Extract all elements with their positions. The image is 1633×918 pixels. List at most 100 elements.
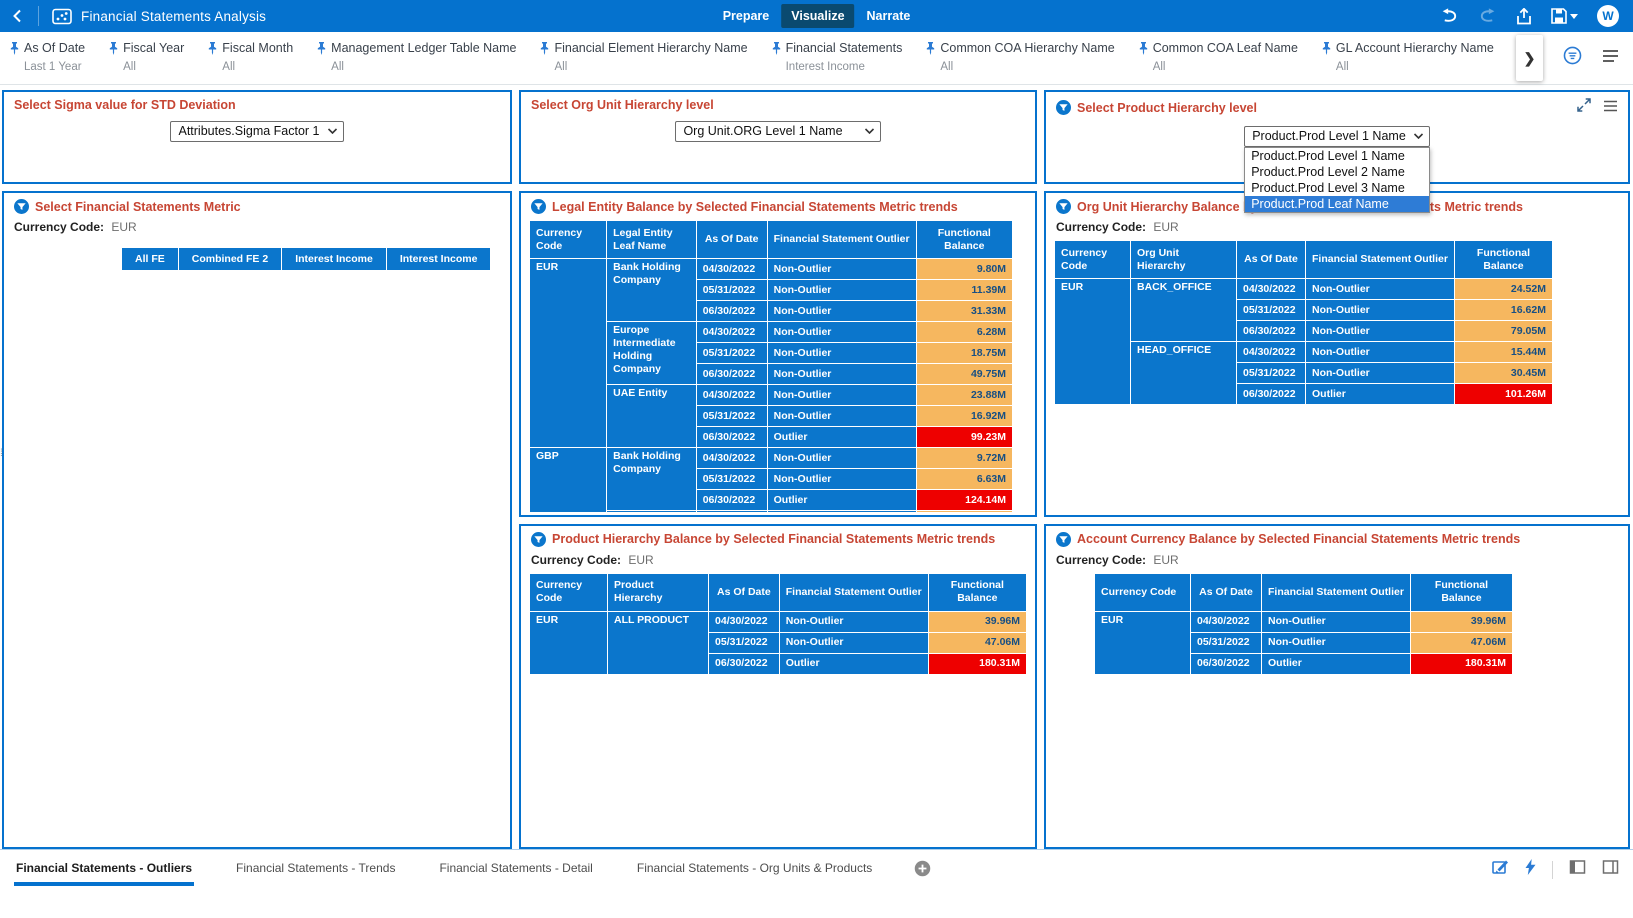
table-cell[interactable]: 05/31/2022 — [695, 405, 768, 427]
table-cell[interactable]: Non-Outlier — [766, 510, 917, 512]
table-cell[interactable]: 04/30/2022 — [695, 510, 768, 512]
layout-left-panel-icon[interactable] — [1569, 859, 1586, 880]
table-cell[interactable]: 24.52M — [1453, 278, 1553, 300]
table-cell[interactable]: 06/30/2022 — [695, 363, 768, 385]
column-header[interactable]: Org Unit Hierarchy — [1130, 240, 1237, 279]
table-cell[interactable]: Non-Outlier — [766, 300, 917, 322]
dropdown-option[interactable]: Product.Prod Level 3 Name — [1251, 181, 1405, 195]
table-cell[interactable]: 06/30/2022 — [1236, 320, 1306, 342]
table-cell[interactable]: Non-Outlier — [766, 405, 917, 427]
table-cell[interactable]: 05/31/2022 — [1236, 299, 1306, 321]
table-cell[interactable]: 180.31M — [927, 652, 1027, 675]
table-cell[interactable]: 05/31/2022 — [695, 279, 768, 301]
table-cell[interactable]: 79.05M — [1453, 320, 1553, 342]
table-cell[interactable]: 05/31/2022 — [1190, 631, 1262, 654]
filter-overflow-expander[interactable]: ❯ — [1516, 35, 1543, 81]
dropdown-option[interactable]: Product.Prod Level 2 Name — [1251, 165, 1405, 179]
tab-narrate[interactable]: Narrate — [866, 9, 911, 23]
table-cell[interactable]: 124.14M — [915, 489, 1013, 511]
table-cell[interactable]: UAE Entity — [606, 384, 697, 448]
table-cell[interactable]: BACK_OFFICE — [1130, 278, 1237, 342]
table-cell[interactable]: 16.92M — [915, 405, 1013, 427]
table-cell[interactable]: 04/30/2022 — [695, 258, 768, 280]
table-cell[interactable]: Non-Outlier — [778, 610, 929, 633]
table-cell[interactable]: 04/30/2022 — [1236, 341, 1306, 363]
column-header[interactable]: Financial Statement Outlier — [766, 220, 917, 259]
table-cell[interactable]: 06/30/2022 — [695, 489, 768, 511]
table-cell[interactable]: Europe — [606, 510, 697, 512]
table-cell[interactable]: Non-Outlier — [766, 321, 917, 343]
canvas-tab-detail[interactable]: Financial Statements - Detail — [439, 861, 593, 875]
table-cell[interactable]: 9.72M — [915, 447, 1013, 469]
filter-item-gl-account-hierarchy-name[interactable]: GL Account Hierarchy Name All — [1322, 32, 1494, 84]
table-cell[interactable]: Non-Outlier — [1305, 362, 1455, 384]
table-cell[interactable]: 06/30/2022 — [1190, 652, 1262, 675]
column-header[interactable]: Financial Statement Outlier — [1261, 572, 1411, 612]
table-cell[interactable]: 6.63M — [915, 468, 1013, 490]
redo-icon[interactable] — [1478, 8, 1497, 24]
filter-item-fiscal-month[interactable]: Fiscal Month All — [208, 32, 293, 84]
column-header[interactable]: Currency Code — [529, 220, 608, 259]
column-header[interactable]: Functional Balance — [1409, 572, 1513, 612]
table-cell[interactable]: 30.45M — [1453, 362, 1553, 384]
auto-apply-bolt-icon[interactable] — [1525, 859, 1536, 880]
back-icon[interactable] — [10, 8, 25, 24]
filter-item-as-of-date[interactable]: As Of Date Last 1 Year — [10, 32, 85, 84]
column-header[interactable]: Product Hierarchy — [606, 572, 710, 612]
metric-button[interactable]: Interest Income — [386, 248, 491, 270]
table-cell[interactable]: 180.31M — [1409, 652, 1513, 675]
column-header[interactable]: Financial Statement Outlier — [778, 572, 929, 612]
table-cell[interactable]: 31.33M — [915, 300, 1013, 322]
table-cell[interactable]: Non-Outlier — [766, 279, 917, 301]
table-cell[interactable]: 39.96M — [1409, 610, 1513, 633]
table-cell[interactable]: Bank Holding Company — [606, 258, 697, 322]
table-cell[interactable]: Non-Outlier — [778, 631, 929, 654]
table-cell[interactable]: HEAD_OFFICE — [1130, 341, 1237, 405]
undo-icon[interactable] — [1440, 8, 1459, 24]
table-cell[interactable]: 05/31/2022 — [708, 631, 780, 654]
table-cell[interactable]: 04/30/2022 — [1236, 278, 1306, 300]
tab-visualize[interactable]: Visualize — [781, 4, 855, 28]
layout-right-panel-icon[interactable] — [1602, 859, 1619, 880]
column-header[interactable]: As Of Date — [1236, 240, 1306, 279]
table-cell[interactable]: Non-Outlier — [1305, 320, 1455, 342]
metric-button[interactable]: All FE — [122, 248, 179, 270]
table-cell[interactable]: Outlier — [766, 489, 917, 511]
metric-button[interactable]: Combined FE 2 — [178, 248, 283, 270]
table-cell[interactable]: 15.44M — [1453, 341, 1553, 363]
table-cell[interactable]: Non-Outlier — [1305, 341, 1455, 363]
column-header[interactable]: Currency Code — [1094, 572, 1191, 612]
table-cell[interactable]: 05/31/2022 — [695, 342, 768, 364]
column-header[interactable]: Functional Balance — [1453, 240, 1553, 279]
table-cell[interactable]: 47.06M — [1409, 631, 1513, 654]
table-cell[interactable]: Non-Outlier — [766, 447, 917, 469]
table-cell[interactable]: Non-Outlier — [766, 342, 917, 364]
table-cell[interactable]: Non-Outlier — [1261, 631, 1411, 654]
table-cell[interactable]: 16.62M — [1453, 299, 1553, 321]
column-header[interactable]: Currency Code — [1054, 240, 1131, 279]
table-cell[interactable]: 06/30/2022 — [708, 652, 780, 675]
filter-item-management-ledger-table-name[interactable]: Management Ledger Table Name All — [317, 32, 516, 84]
panel-menu-icon[interactable] — [1603, 99, 1618, 117]
maximize-icon[interactable] — [1577, 98, 1591, 117]
table-cell[interactable]: 06/30/2022 — [1236, 383, 1306, 405]
table-cell[interactable]: 04/30/2022 — [708, 610, 780, 633]
canvas-style-brush-icon[interactable] — [1492, 859, 1509, 880]
column-header[interactable]: As Of Date — [708, 572, 780, 612]
table-cell[interactable]: 06/30/2022 — [695, 426, 768, 448]
product-level-select[interactable]: Product.Prod Level 1 Name — [1244, 126, 1430, 147]
dropdown-option[interactable]: Product.Prod Leaf Name — [1245, 196, 1429, 212]
table-cell[interactable]: EUR — [529, 610, 608, 675]
canvas-tab-outliers[interactable]: Financial Statements - Outliers — [14, 850, 195, 886]
table-cell[interactable]: 37.26M — [915, 510, 1013, 512]
column-header[interactable]: Functional Balance — [915, 220, 1013, 259]
table-cell[interactable]: 39.96M — [927, 610, 1027, 633]
table-cell[interactable]: EUR — [1054, 278, 1131, 405]
table-cell[interactable]: 49.75M — [915, 363, 1013, 385]
column-header[interactable]: Functional Balance — [927, 572, 1027, 612]
panel-splitter-handle[interactable]: ⁞ — [0, 448, 3, 459]
table-cell[interactable]: EUR — [1094, 610, 1191, 675]
canvas-tab-org-units-products[interactable]: Financial Statements - Org Units & Produ… — [636, 861, 873, 875]
table-cell[interactable]: Outlier — [778, 652, 929, 675]
filter-item-common-coa-leaf-name[interactable]: Common COA Leaf Name All — [1139, 32, 1298, 84]
